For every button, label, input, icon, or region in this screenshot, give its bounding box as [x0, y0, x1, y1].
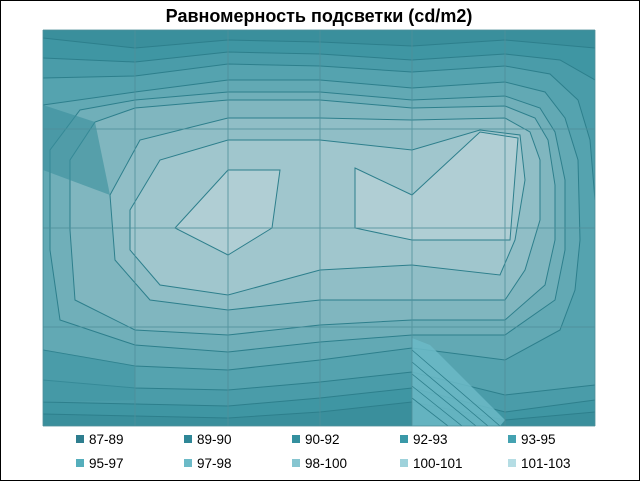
legend-label: 92-93: [413, 431, 448, 447]
legend-swatch: [400, 459, 408, 467]
legend-item-101-103: 101-103: [508, 454, 571, 472]
legend-swatch: [508, 459, 516, 467]
band-101-103-right: [355, 132, 518, 240]
left-wedge: [43, 105, 110, 195]
legend-label: 90-92: [305, 431, 340, 447]
contour-bands: [43, 30, 595, 426]
legend-label: 97-98: [197, 455, 232, 471]
legend-item-92-93: 92-93: [400, 430, 448, 448]
legend-label: 93-95: [521, 431, 556, 447]
legend-item-95-97: 95-97: [76, 454, 124, 472]
legend-label: 89-90: [197, 431, 232, 447]
legend-swatch: [508, 435, 516, 443]
legend-label: 95-97: [89, 455, 124, 471]
legend-swatch: [76, 435, 84, 443]
legend-swatch: [292, 435, 300, 443]
legend-item-89-90: 89-90: [184, 430, 232, 448]
legend-swatch: [184, 459, 192, 467]
legend-label: 101-103: [521, 455, 571, 471]
grid: [42, 29, 596, 427]
legend-item-98-100: 98-100: [292, 454, 347, 472]
legend-swatch: [184, 435, 192, 443]
legend-swatch: [292, 459, 300, 467]
chart-title: Равномерность подсветки (cd/m2): [165, 6, 473, 26]
legend-item-87-89: 87-89: [76, 430, 124, 448]
legend-item-100-101: 100-101: [400, 454, 463, 472]
legend-item-97-98: 97-98: [184, 454, 232, 472]
legend-label: 100-101: [413, 455, 463, 471]
lower-left-wedge: [43, 350, 135, 402]
legend: 87-89 89-90 90-92 92-93 93-95 95-97 97-98 98-10…: [76, 430, 616, 476]
legend-item-90-92: 90-92: [292, 430, 340, 448]
legend-label: 87-89: [89, 431, 124, 447]
legend-item-93-95: 93-95: [508, 430, 556, 448]
legend-swatch: [400, 435, 408, 443]
legend-label: 98-100: [305, 455, 348, 471]
bottom-streak: [412, 338, 505, 426]
legend-swatch: [76, 459, 84, 467]
